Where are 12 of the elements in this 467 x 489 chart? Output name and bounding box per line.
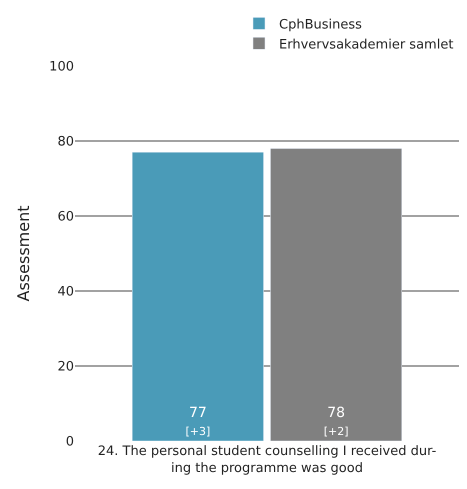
- data-label: 77 [+3]: [185, 404, 210, 438]
- y-tick-label: 80: [57, 134, 74, 150]
- legend-label: CphBusiness: [279, 18, 362, 33]
- x-tick-label: 24. The personal student counselling I received dur- ing the programme was good: [98, 444, 437, 476]
- y-tick-label: 20: [57, 360, 74, 375]
- y-tick-label: 40: [57, 284, 74, 300]
- y-tick-label: 0: [66, 434, 74, 450]
- legend-label: Erhvervsakademier samlet: [279, 37, 454, 52]
- data-label: 78 [+2]: [324, 404, 349, 438]
- y-axis-title: Assessment: [14, 206, 34, 302]
- y-tick-label: 60: [57, 210, 74, 225]
- y-tick-label: 100: [49, 60, 74, 75]
